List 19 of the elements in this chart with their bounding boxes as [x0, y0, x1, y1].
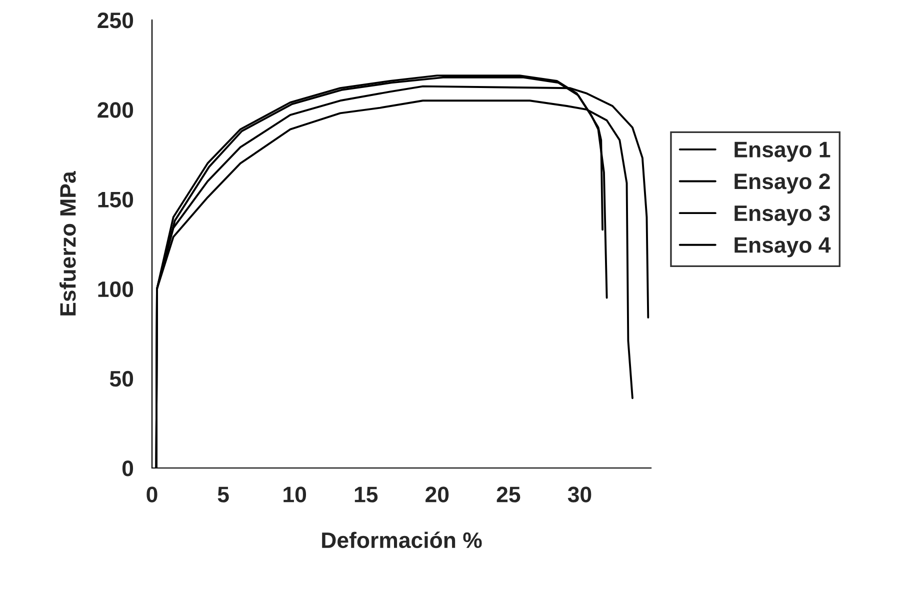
y-tick-label: 250 — [98, 12, 134, 28]
legend-label: Ensayo 1 — [734, 142, 830, 162]
x-tick-label: 10 — [284, 486, 306, 502]
y-tick-label: 0 — [122, 460, 134, 476]
y-tick-label: 50 — [110, 370, 134, 387]
legend-label: Ensayo 2 — [734, 174, 830, 194]
y-tick-label: 150 — [98, 192, 134, 208]
x-tick-label: 0 — [146, 486, 158, 502]
y-tick-label: 100 — [98, 281, 134, 298]
x-tick-label: 20 — [426, 486, 449, 502]
x-tick-label: 15 — [354, 486, 378, 502]
x-axis-title: Deformación % — [322, 532, 482, 548]
y-tick-label: 200 — [98, 102, 134, 118]
y-axis-title: Esfuerzo MPa — [59, 171, 76, 316]
legend-label: Ensayo 4 — [734, 237, 831, 258]
legend-label: Ensayo 3 — [734, 205, 830, 226]
x-tick-label: 5 — [218, 486, 229, 502]
x-tick-label: 25 — [496, 486, 520, 502]
x-tick-label: 30 — [568, 486, 592, 502]
